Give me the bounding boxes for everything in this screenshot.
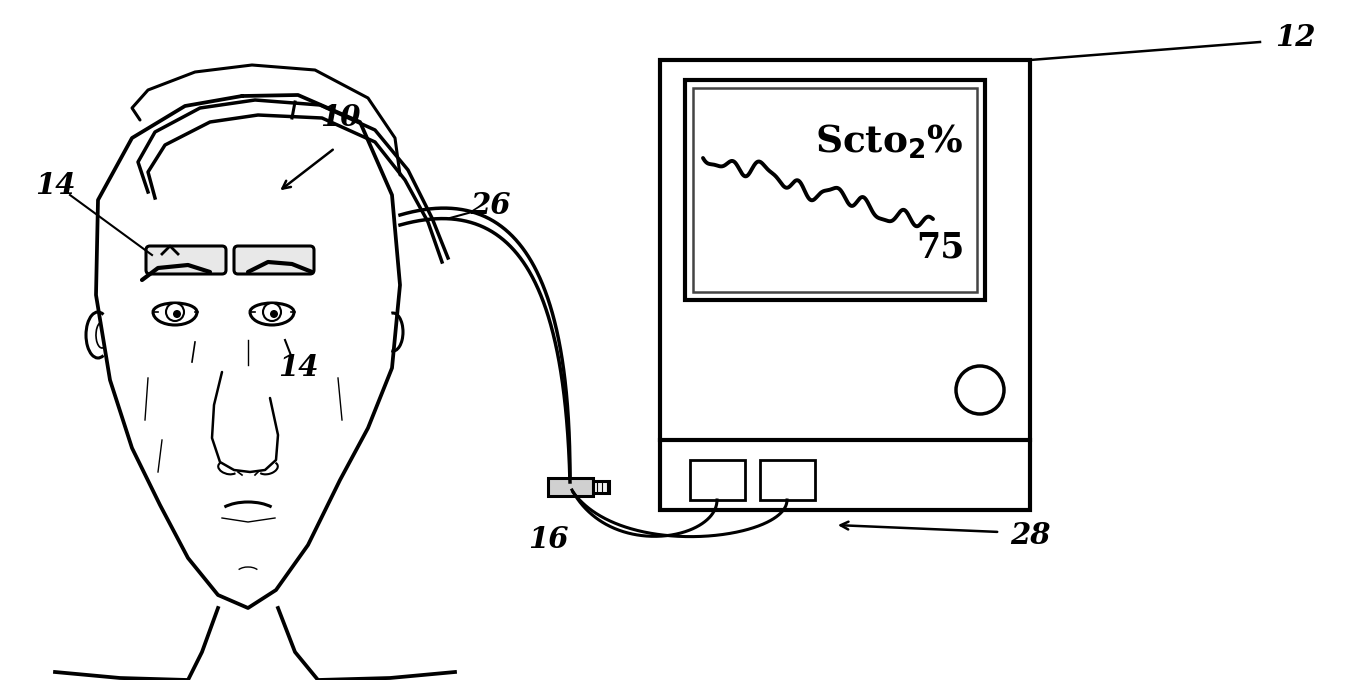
Text: Scto$_{\mathbf{2}}$%: Scto$_{\mathbf{2}}$% (814, 122, 963, 160)
Bar (691, 460, 745, 500)
Bar (685, 80, 985, 300)
Circle shape (173, 310, 181, 318)
Bar (693, 88, 977, 292)
Text: 14: 14 (278, 354, 319, 382)
FancyBboxPatch shape (234, 246, 315, 274)
Bar (661, 60, 1030, 510)
Bar (592, 481, 609, 493)
FancyBboxPatch shape (146, 246, 226, 274)
Text: 26: 26 (470, 190, 511, 220)
Bar (760, 460, 814, 500)
Text: 10: 10 (320, 103, 361, 133)
Circle shape (166, 303, 184, 321)
Text: 75: 75 (915, 231, 964, 265)
Circle shape (263, 303, 281, 321)
Text: 16: 16 (527, 526, 568, 554)
Text: 14: 14 (35, 171, 75, 199)
Text: 28: 28 (1009, 520, 1050, 549)
Text: 12: 12 (1275, 24, 1316, 52)
Bar (548, 478, 592, 496)
Circle shape (270, 310, 278, 318)
